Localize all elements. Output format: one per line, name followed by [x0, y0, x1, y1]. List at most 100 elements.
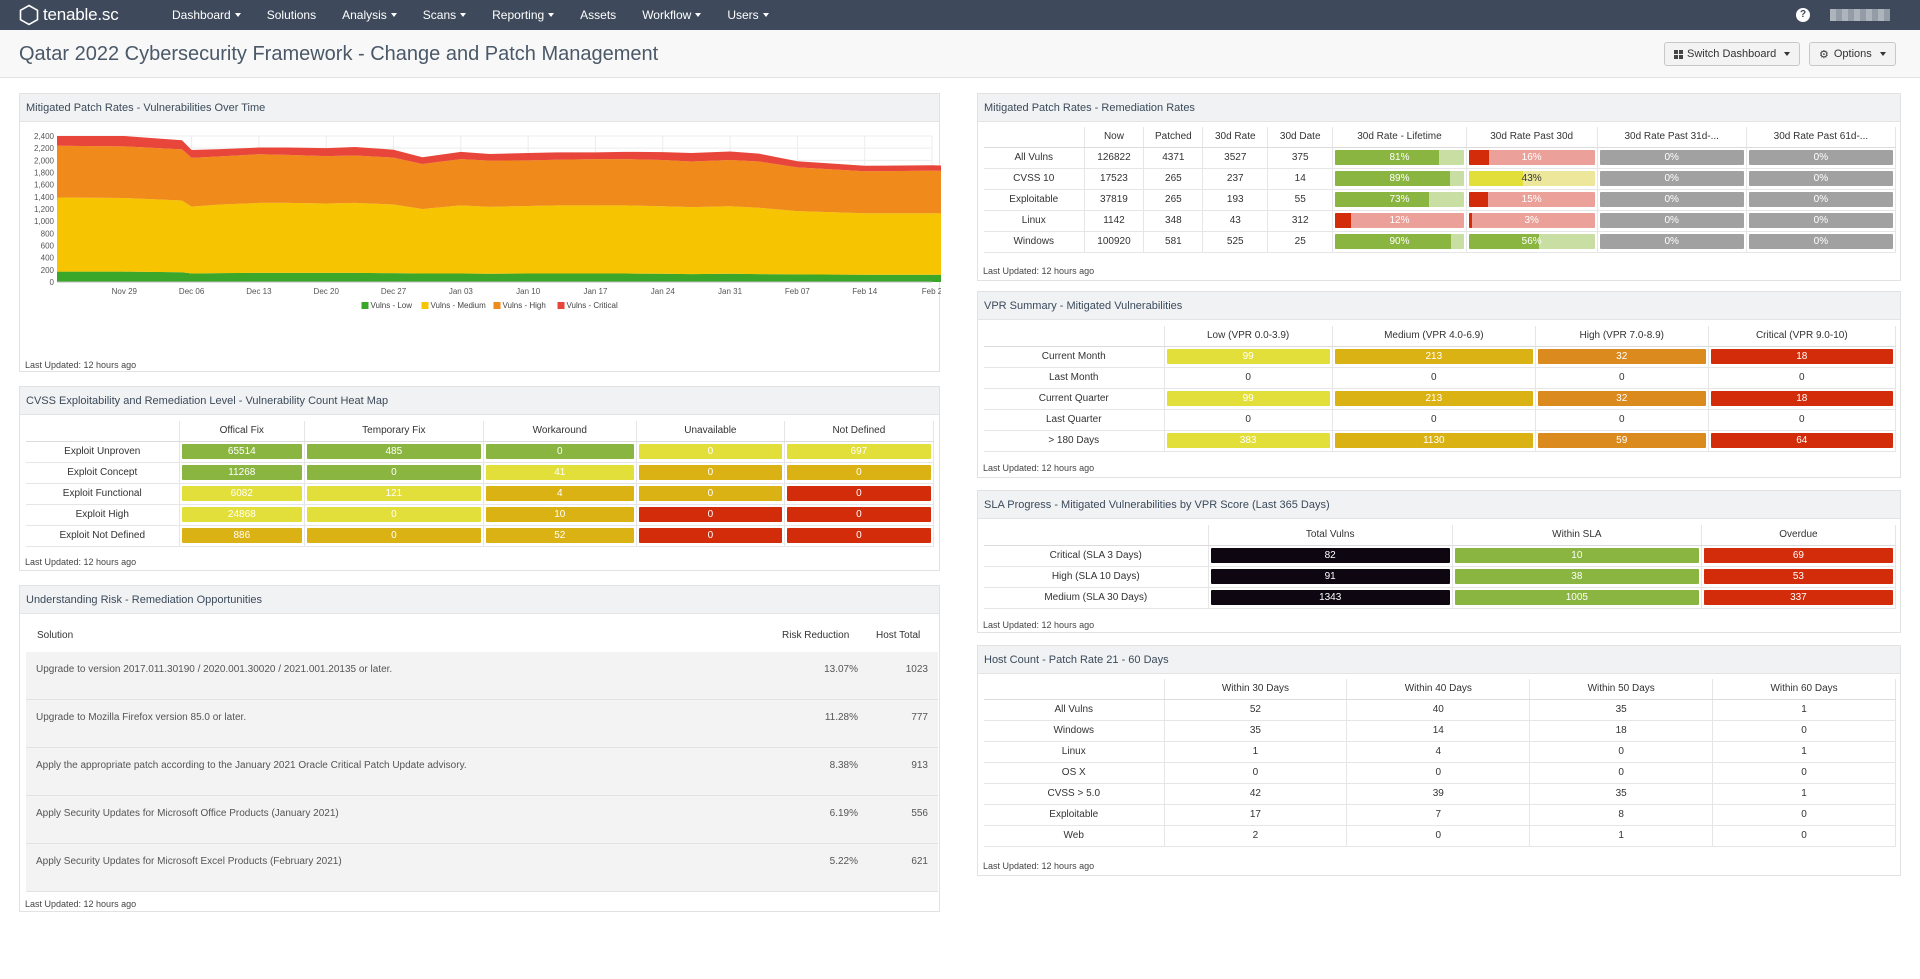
rate-progress-bar[interactable]: 0%	[1599, 234, 1744, 249]
heat-cell-value[interactable]: 0	[485, 444, 634, 459]
nav-item-assets[interactable]: Assets	[580, 8, 616, 22]
heat-cell-value[interactable]: 213	[1334, 391, 1533, 406]
list-item[interactable]: Upgrade to version 2017.011.30190 / 2020…	[26, 652, 938, 700]
heat-cell-value[interactable]: 485	[307, 444, 481, 459]
heat-cell-value[interactable]: 0	[786, 528, 931, 543]
heat-cell-value[interactable]: 0	[786, 465, 931, 480]
heat-cell-value[interactable]: 0	[307, 528, 481, 543]
heat-cell-value[interactable]: 52	[485, 528, 634, 543]
nav-item-reporting[interactable]: Reporting	[492, 8, 555, 22]
heat-cell-value[interactable]: 59	[1537, 433, 1706, 448]
host-count-cell[interactable]: 35	[1529, 699, 1714, 721]
host-count-cell[interactable]: 0	[1712, 720, 1896, 742]
rate-progress-bar[interactable]: 16%	[1468, 150, 1595, 165]
host-count-cell[interactable]: 18	[1529, 720, 1714, 742]
list-item[interactable]: Apply Security Updates for Microsoft Off…	[26, 796, 938, 844]
host-count-cell[interactable]: 35	[1529, 783, 1714, 805]
host-count-cell[interactable]: 39	[1346, 783, 1531, 805]
area-series-vulns-medium[interactable]	[57, 197, 941, 282]
heat-cell-value[interactable]: 65514	[181, 444, 303, 459]
tenable-logo[interactable]: tenable.sc	[18, 4, 136, 26]
heat-cell-value[interactable]: 10	[1454, 548, 1699, 563]
host-count-cell[interactable]: 4	[1346, 741, 1531, 763]
heat-cell-value[interactable]: 82	[1210, 548, 1450, 563]
rate-progress-bar[interactable]: 90%	[1335, 234, 1464, 249]
heat-cell-value[interactable]: 0	[638, 507, 782, 522]
heat-cell-value[interactable]: 1005	[1454, 590, 1699, 605]
rate-progress-bar[interactable]: 0%	[1748, 171, 1893, 186]
options-button[interactable]: ⚙ Options	[1809, 42, 1896, 66]
vpr-cell[interactable]: 0	[1535, 367, 1709, 389]
switch-dashboard-button[interactable]: Switch Dashboard	[1664, 42, 1801, 66]
host-count-cell[interactable]: 1	[1712, 699, 1896, 721]
legend-label[interactable]: Vulns - Medium	[431, 301, 487, 310]
rate-progress-bar[interactable]: 0%	[1599, 150, 1744, 165]
rate-progress-bar[interactable]: 0%	[1599, 213, 1744, 228]
heat-cell-value[interactable]: 24868	[181, 507, 303, 522]
rate-progress-bar[interactable]: 0%	[1748, 234, 1893, 249]
heat-cell-value[interactable]: 99	[1166, 349, 1330, 364]
legend-label[interactable]: Vulns - Low	[371, 301, 413, 310]
host-count-cell[interactable]: 0	[1712, 825, 1896, 847]
host-count-cell[interactable]: 8	[1529, 804, 1714, 826]
user-menu[interactable]	[1830, 9, 1890, 21]
heat-cell-value[interactable]: 213	[1334, 349, 1533, 364]
host-count-cell[interactable]: 0	[1712, 804, 1896, 826]
heat-cell-value[interactable]: 91	[1210, 569, 1450, 584]
nav-item-users[interactable]: Users	[727, 8, 769, 22]
area-series-vulns-high[interactable]	[57, 145, 941, 282]
host-count-cell[interactable]: 0	[1529, 741, 1714, 763]
nav-item-solutions[interactable]: Solutions	[267, 8, 316, 22]
rate-progress-bar[interactable]: 3%	[1468, 213, 1595, 228]
rate-progress-bar[interactable]: 15%	[1468, 192, 1595, 207]
heat-cell-value[interactable]: 697	[786, 444, 931, 459]
host-count-cell[interactable]: 0	[1529, 762, 1714, 784]
host-count-cell[interactable]: 14	[1346, 720, 1531, 742]
vpr-cell[interactable]: 0	[1708, 409, 1897, 431]
host-count-cell[interactable]: 0	[1712, 762, 1896, 784]
area-series-vulns-critical[interactable]	[57, 136, 941, 282]
rate-progress-bar[interactable]: 0%	[1748, 213, 1893, 228]
heat-cell-value[interactable]: 0	[638, 444, 782, 459]
nav-item-workflow[interactable]: Workflow	[642, 8, 702, 22]
nav-item-dashboard[interactable]: Dashboard	[172, 8, 241, 22]
rate-progress-bar[interactable]: 43%	[1468, 171, 1595, 186]
rate-progress-bar[interactable]: 73%	[1335, 192, 1464, 207]
host-count-cell[interactable]: 35	[1164, 720, 1348, 742]
host-count-cell[interactable]: 52	[1164, 699, 1348, 721]
legend-label[interactable]: Vulns - High	[503, 301, 546, 310]
heat-cell-value[interactable]: 53	[1703, 569, 1893, 584]
heat-cell-value[interactable]: 99	[1166, 391, 1330, 406]
heat-cell-value[interactable]: 0	[307, 465, 481, 480]
host-count-cell[interactable]: 0	[1346, 825, 1531, 847]
host-count-cell[interactable]: 17	[1164, 804, 1348, 826]
rate-progress-bar[interactable]: 0%	[1599, 171, 1744, 186]
heat-cell-value[interactable]: 41	[485, 465, 634, 480]
rate-progress-bar[interactable]: 0%	[1599, 192, 1744, 207]
host-count-cell[interactable]: 1	[1529, 825, 1714, 847]
rate-progress-bar[interactable]: 56%	[1468, 234, 1595, 249]
rate-progress-bar[interactable]: 0%	[1748, 150, 1893, 165]
list-item[interactable]: Apply the appropriate patch according to…	[26, 748, 938, 796]
heat-cell-value[interactable]: 0	[638, 528, 782, 543]
heat-cell-value[interactable]: 1130	[1334, 433, 1533, 448]
vpr-cell[interactable]: 0	[1708, 367, 1897, 389]
heat-cell-value[interactable]: 0	[307, 507, 481, 522]
heat-cell-value[interactable]: 886	[181, 528, 303, 543]
heat-cell-value[interactable]: 383	[1166, 433, 1330, 448]
vpr-cell[interactable]: 0	[1332, 367, 1536, 389]
heat-cell-value[interactable]: 4	[485, 486, 634, 501]
host-count-cell[interactable]: 1	[1712, 783, 1896, 805]
host-count-cell[interactable]: 42	[1164, 783, 1348, 805]
host-count-cell[interactable]: 2	[1164, 825, 1348, 847]
vpr-cell[interactable]: 0	[1164, 409, 1333, 431]
nav-item-scans[interactable]: Scans	[423, 8, 467, 22]
heat-cell-value[interactable]: 0	[786, 507, 931, 522]
vpr-cell[interactable]: 0	[1332, 409, 1536, 431]
vpr-cell[interactable]: 0	[1164, 367, 1333, 389]
heat-cell-value[interactable]: 69	[1703, 548, 1893, 563]
rate-progress-bar[interactable]: 89%	[1335, 171, 1464, 186]
heat-cell-value[interactable]: 32	[1537, 391, 1706, 406]
heat-cell-value[interactable]: 11268	[181, 465, 303, 480]
list-item[interactable]: Upgrade to Mozilla Firefox version 85.0 …	[26, 700, 938, 748]
